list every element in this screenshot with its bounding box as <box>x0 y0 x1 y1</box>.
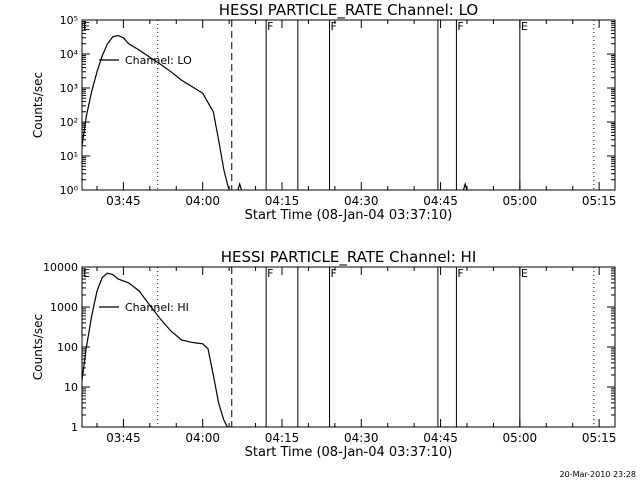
y-tick-label: 10 <box>64 381 78 394</box>
flag-marker-label: E <box>521 20 528 33</box>
legend-label: Channel: HI <box>125 301 189 314</box>
plot-frame <box>81 19 616 191</box>
x-tick-label: 05:15 <box>582 194 617 208</box>
y-tick-label: 1 <box>71 421 78 434</box>
x-tick-label: 04:30 <box>344 194 379 208</box>
x-axis-label: Start Time (08-Jan-04 03:37:10) <box>245 445 453 460</box>
y-axis-label: Counts/sec <box>31 314 45 380</box>
x-tick-label: 04:00 <box>185 194 220 208</box>
data-series-line <box>237 181 243 191</box>
data-series-line <box>462 181 468 191</box>
x-tick-label: 04:00 <box>185 431 220 445</box>
y-tick-label: 10³ <box>60 82 78 95</box>
x-tick-label: 04:15 <box>265 194 300 208</box>
flag-marker-label: F <box>331 267 337 280</box>
x-tick-label: 04:45 <box>423 431 458 445</box>
x-tick-label: 04:30 <box>344 431 379 445</box>
data-series-line <box>81 34 230 191</box>
chart-title: HESSI PARTICLE_RATE Channel: LO <box>219 1 478 20</box>
y-tick-label: 10² <box>60 116 78 129</box>
flag-marker-label: E <box>521 267 528 280</box>
x-tick-label: 03:45 <box>106 431 141 445</box>
flag-marker-label: E <box>83 20 90 33</box>
chart-title: HESSI PARTICLE_RATE Channel: HI <box>221 248 477 267</box>
y-axis-label: Counts/sec <box>31 72 45 138</box>
x-axis-label: Start Time (08-Jan-04 03:37:10) <box>245 208 453 223</box>
y-tick-label: 100 <box>57 341 78 354</box>
x-tick-label: 05:00 <box>503 431 538 445</box>
y-tick-label: 10000 <box>43 261 78 274</box>
x-tick-label: 05:15 <box>582 431 617 445</box>
y-tick-label: 10¹ <box>60 150 78 163</box>
x-tick-label: 05:00 <box>503 194 538 208</box>
legend-label: Channel: LO <box>125 54 192 67</box>
flag-marker-label: F <box>457 20 463 33</box>
x-tick-label: 04:45 <box>423 194 458 208</box>
plot-frame <box>81 266 616 428</box>
y-tick-label: 10⁴ <box>60 48 79 61</box>
y-tick-label: 10⁰ <box>60 184 79 197</box>
flag-marker-label: E <box>83 267 90 280</box>
flag-marker-label: F <box>267 20 273 33</box>
x-tick-label: 04:15 <box>265 431 300 445</box>
timestamp: 20-Mar-2010 23:28 <box>559 470 637 479</box>
flag-marker-label: F <box>267 267 273 280</box>
data-series-line <box>81 272 228 428</box>
x-tick-label: 03:45 <box>106 194 141 208</box>
flag-marker-label: F <box>457 267 463 280</box>
y-tick-label: 10⁵ <box>60 14 78 27</box>
flag-marker-label: F <box>331 20 337 33</box>
y-tick-label: 1000 <box>50 301 78 314</box>
